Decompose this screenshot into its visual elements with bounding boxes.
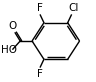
- Text: Cl: Cl: [68, 3, 79, 13]
- Text: O: O: [9, 21, 17, 31]
- Text: HO: HO: [1, 45, 17, 55]
- Text: F: F: [37, 69, 43, 79]
- Text: F: F: [37, 3, 43, 13]
